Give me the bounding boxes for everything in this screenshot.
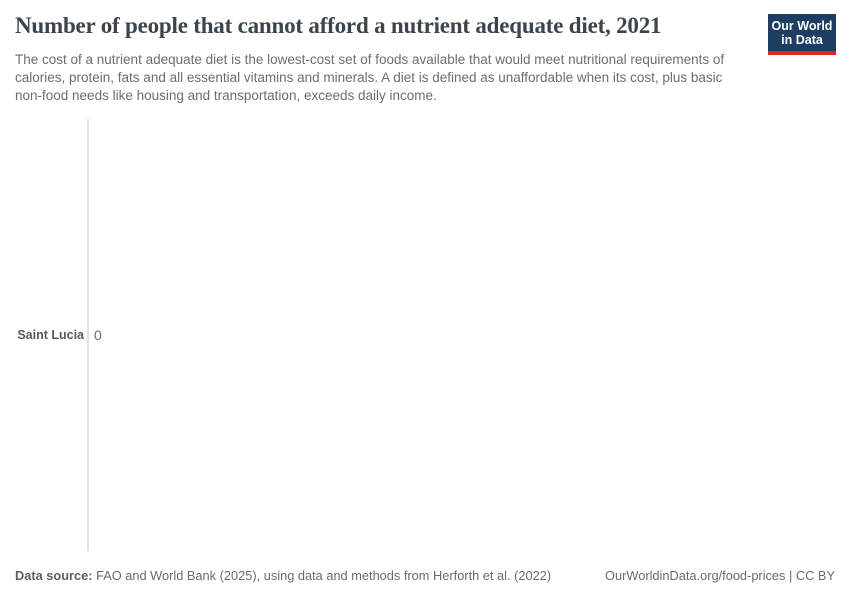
chart-footer: Data source: FAO and World Bank (2025), … (15, 568, 835, 583)
owid-logo-line2: in Data (781, 33, 823, 47)
value-label: 0 (94, 327, 102, 343)
plot-area: Saint Lucia 0 (0, 119, 850, 551)
bar-row: Saint Lucia 0 (0, 327, 850, 345)
datasource-line: Data source: FAO and World Bank (2025), … (15, 568, 551, 583)
owid-logo[interactable]: Our World in Data (768, 14, 836, 55)
entity-label: Saint Lucia (17, 328, 84, 342)
datasource-text: FAO and World Bank (2025), using data an… (92, 568, 552, 583)
owid-footer-link[interactable]: OurWorldinData.org/food-prices | CC BY (605, 568, 835, 583)
datasource-label: Data source: (15, 568, 93, 583)
chart-subtitle: The cost of a nutrient adequate diet is … (15, 52, 725, 103)
chart-title: Number of people that cannot afford a nu… (15, 13, 662, 38)
owid-logo-line1: Our World (771, 19, 833, 33)
y-axis-line (87, 119, 89, 551)
